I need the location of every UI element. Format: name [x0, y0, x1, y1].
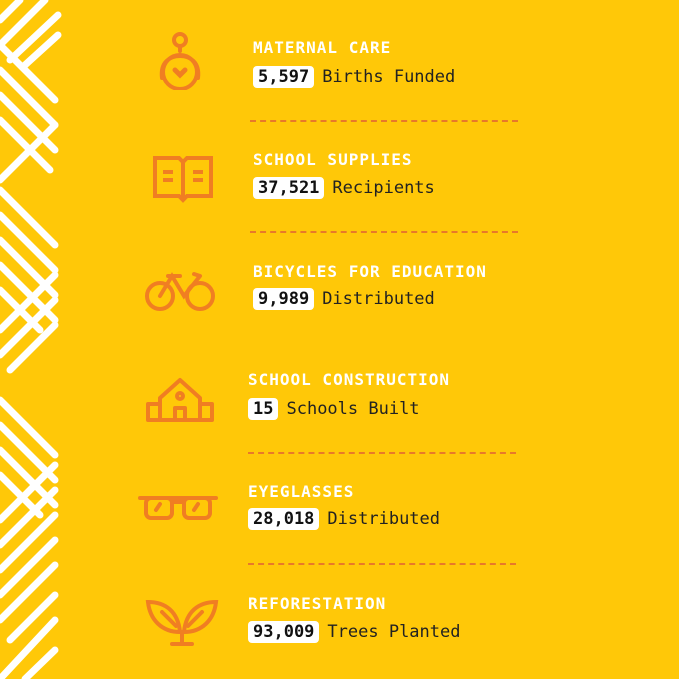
stat-label: Distributed	[327, 509, 441, 529]
bicycle-icon	[145, 272, 215, 311]
reforestation-stat: 93,009 Trees Planted	[248, 621, 460, 643]
decorative-pattern	[0, 0, 62, 679]
bicycles-title: BICYCLES FOR EDUCATION	[253, 262, 487, 281]
stat-value: 5,597	[253, 66, 315, 88]
stat-value: 93,009	[248, 621, 320, 643]
divider	[248, 563, 516, 565]
stat-label: Distributed	[322, 289, 435, 309]
divider	[250, 120, 518, 122]
sprout-icon	[145, 599, 219, 646]
school-construction-title: SCHOOL CONSTRUCTION	[248, 370, 451, 389]
school-building-icon	[146, 378, 214, 422]
maternal-care-title: MATERNAL CARE	[253, 38, 392, 57]
stat-label: Schools Built	[286, 399, 420, 419]
reforestation-title: REFORESTATION	[248, 594, 387, 613]
stat-label: Trees Planted	[327, 622, 461, 642]
stat-value: 28,018	[248, 508, 320, 530]
eyeglasses-icon	[138, 496, 218, 520]
divider	[250, 231, 518, 233]
bicycles-stat: 9,989 Distributed	[253, 288, 435, 310]
stat-label: Recipients	[332, 178, 435, 198]
school-supplies-title: SCHOOL SUPPLIES	[253, 150, 413, 169]
eyeglasses-title: EYEGLASSES	[248, 482, 355, 501]
school-supplies-stat: 37,521 Recipients	[253, 177, 435, 199]
mother-baby-heart-icon	[159, 32, 201, 90]
maternal-care-stat: 5,597 Births Funded	[253, 66, 455, 88]
stat-value: 37,521	[253, 177, 325, 199]
eyeglasses-stat: 28,018 Distributed	[248, 508, 440, 530]
open-book-icon	[153, 156, 213, 203]
stat-value: 15	[248, 398, 279, 420]
stat-label: Births Funded	[322, 67, 456, 87]
divider	[248, 452, 516, 454]
school-construction-stat: 15 Schools Built	[248, 398, 420, 420]
stat-value: 9,989	[253, 288, 315, 310]
